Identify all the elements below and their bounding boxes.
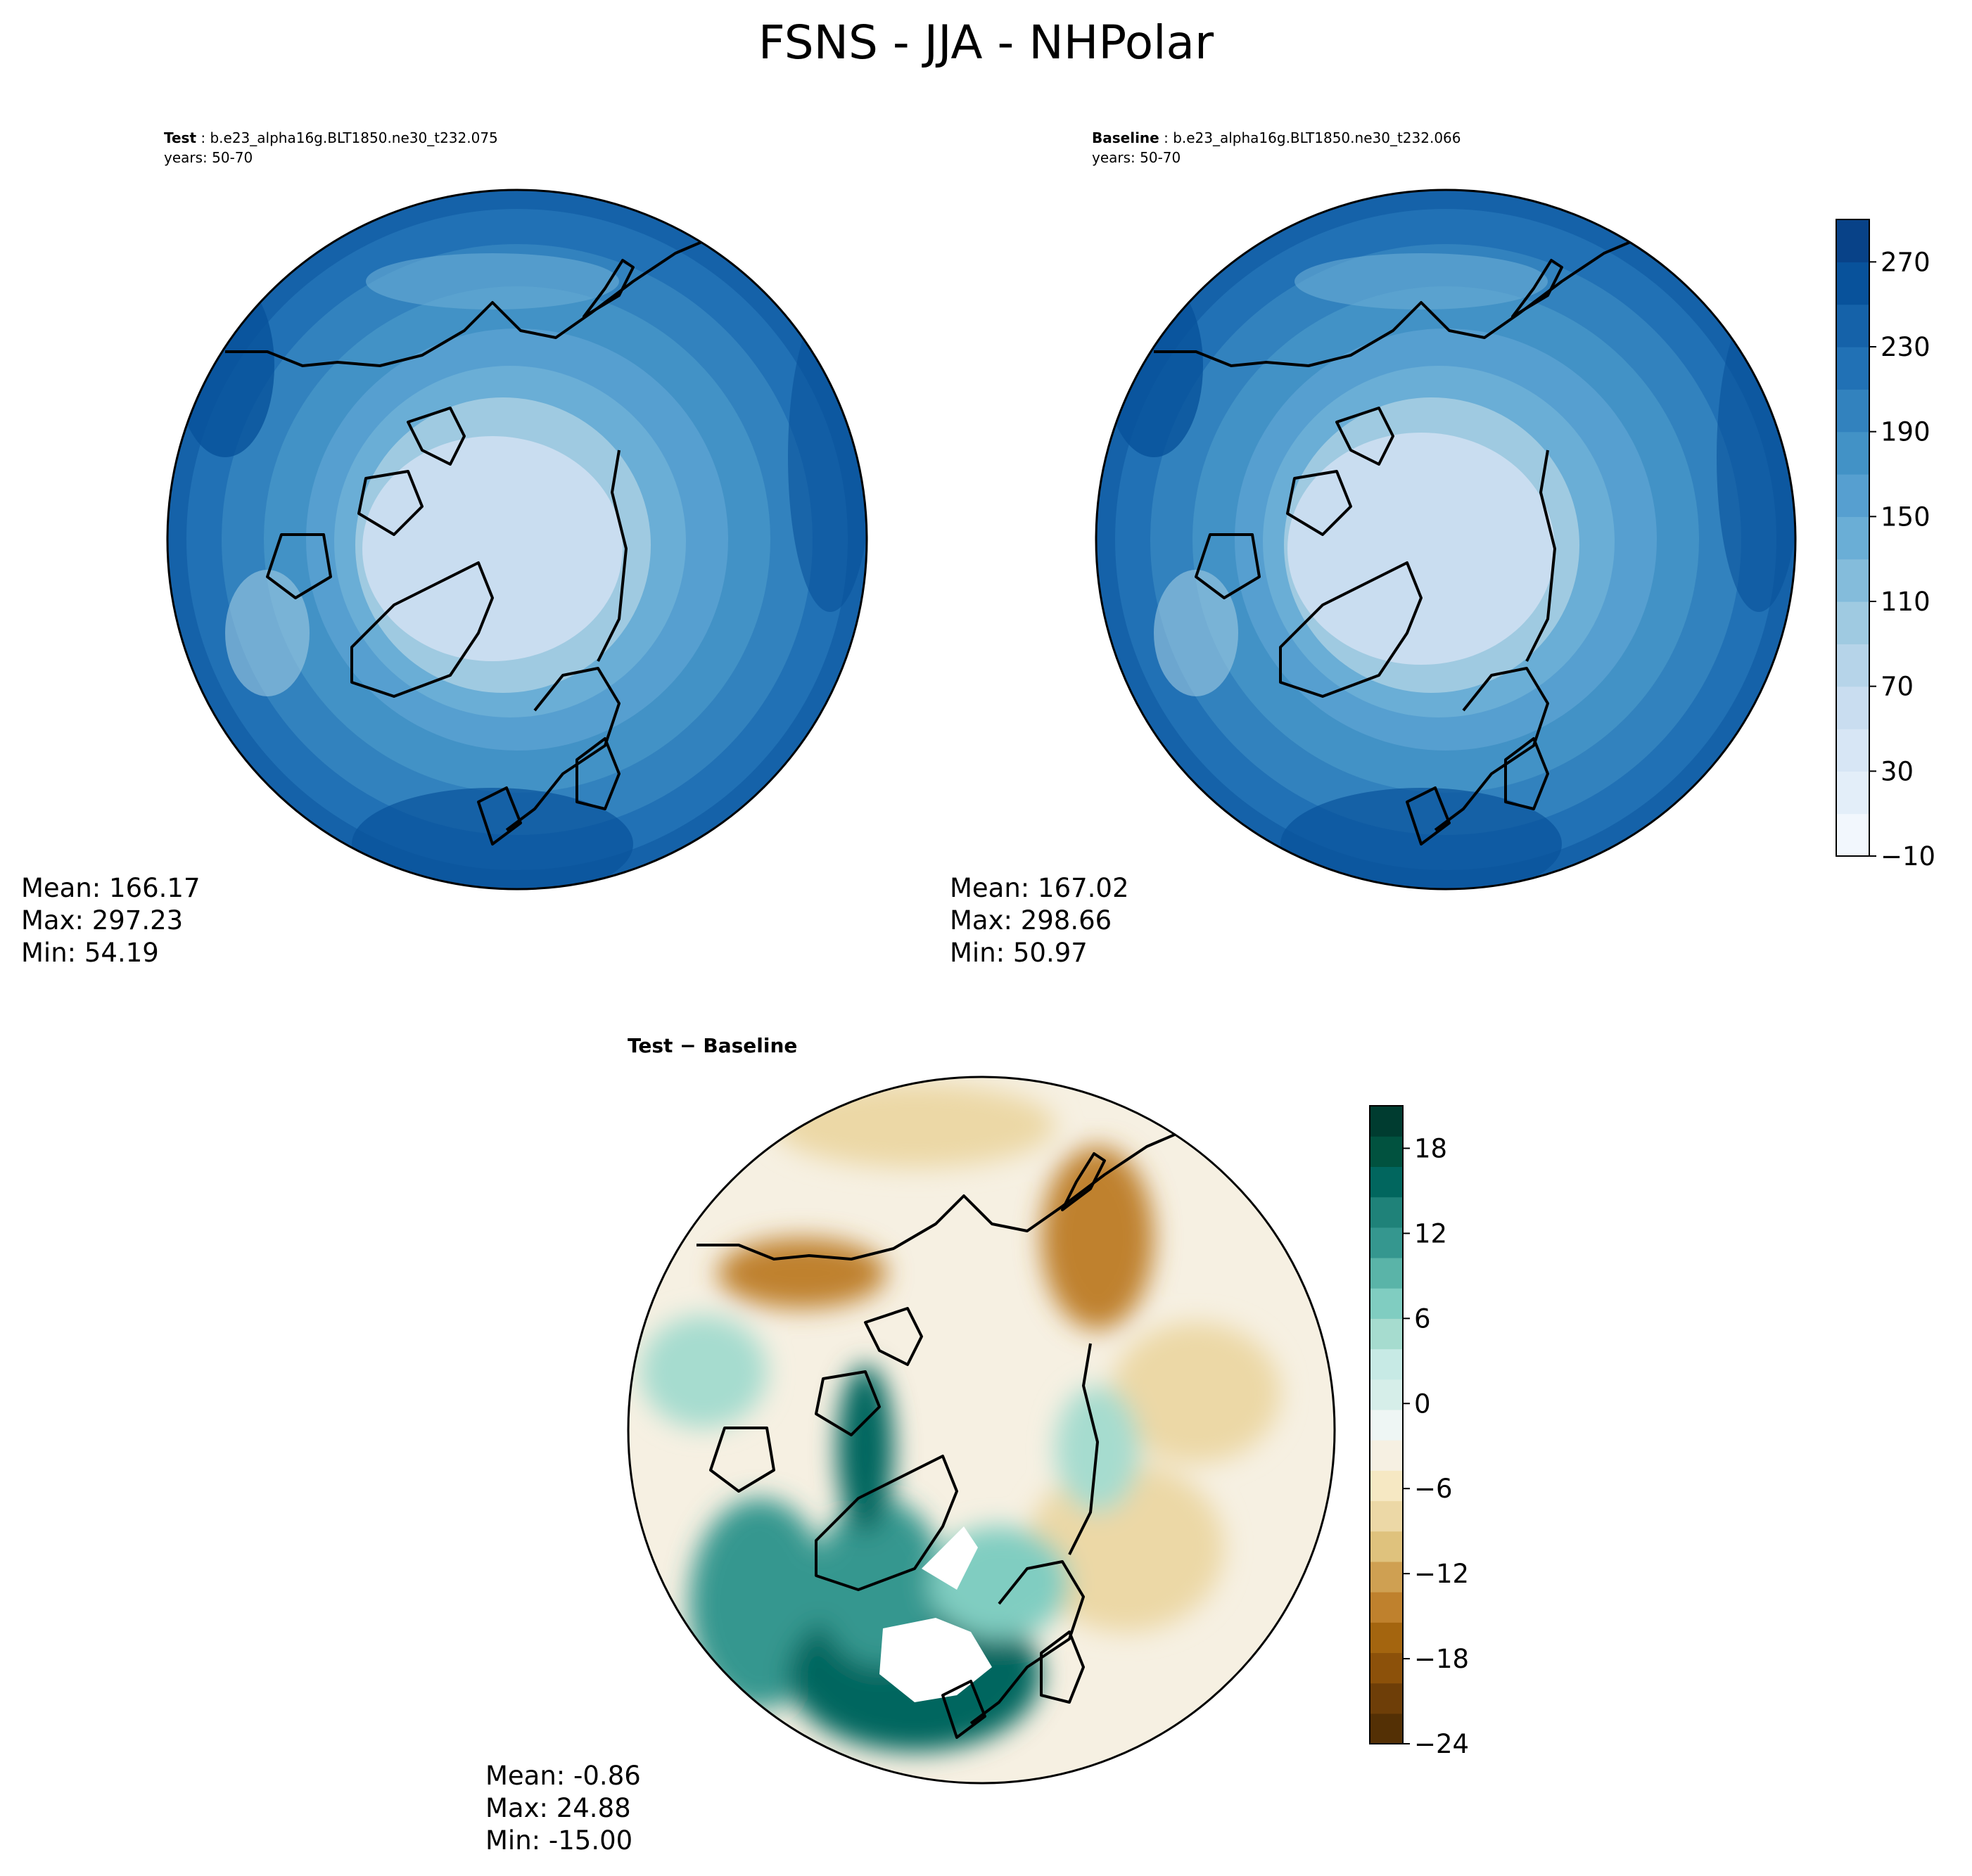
diff-colorbar-swatch xyxy=(1370,1166,1403,1198)
diff-map xyxy=(628,1077,1335,1783)
diff-colorbar-swatch xyxy=(1370,1409,1403,1441)
main-colorbar-tick-label: 30 xyxy=(1881,756,1914,786)
main-colorbar-tick-label: 150 xyxy=(1881,502,1930,532)
main-colorbar-tick-label: −10 xyxy=(1881,841,1935,872)
test-field xyxy=(167,190,867,889)
diff-colorbar-swatch xyxy=(1370,1257,1403,1289)
diff-colorbar-swatch xyxy=(1370,1713,1403,1744)
diff-colorbar-swatch xyxy=(1370,1288,1403,1319)
diff-coastlines xyxy=(696,1096,1233,1739)
baseline-max: Max: 298.66 xyxy=(950,905,1112,936)
diff-colorbar-swatch xyxy=(1370,1318,1403,1350)
diff-colorbar-swatch xyxy=(1370,1136,1403,1167)
diff-colorbar-swatch xyxy=(1370,1106,1403,1137)
main-colorbar-frame xyxy=(1836,219,1870,857)
diff-colorbar-swatch xyxy=(1370,1652,1403,1684)
baseline-map xyxy=(1096,190,1795,889)
main-colorbar-swatch xyxy=(1836,262,1869,305)
main-colorbar-tick-label: 110 xyxy=(1881,587,1930,617)
test-max: Max: 297.23 xyxy=(21,905,184,936)
diff-colorbar-tick-label: −12 xyxy=(1414,1559,1469,1589)
main-colorbar-tick-label: 230 xyxy=(1881,332,1930,362)
baseline-panel-title: Baseline : b.e23_alpha16g.BLT1850.ne30_t… xyxy=(1092,128,1461,167)
main-colorbar-swatch xyxy=(1836,516,1869,560)
main-colorbar-swatch xyxy=(1836,601,1869,644)
diff-mean: Mean: -0.86 xyxy=(485,1761,641,1791)
test-map-frame xyxy=(166,189,868,891)
diff-colorbar-swatch xyxy=(1370,1500,1403,1532)
baseline-map-frame xyxy=(1095,189,1797,891)
diff-colorbar-tick-label: 0 xyxy=(1414,1389,1431,1419)
diff-colorbar-swatch xyxy=(1370,1683,1403,1714)
main-colorbar-swatch xyxy=(1836,771,1869,815)
diff-colorbar-swatch xyxy=(1370,1379,1403,1410)
diff-colorbar-tick-label: 12 xyxy=(1414,1218,1447,1249)
diff-colorbar-frame xyxy=(1369,1105,1404,1744)
diff-colorbar-swatch xyxy=(1370,1561,1403,1593)
test-map xyxy=(167,190,867,889)
test-stats: Mean: 166.17 Max: 297.23 Min: 54.19 xyxy=(21,872,201,969)
main-colorbar-swatch xyxy=(1836,219,1869,262)
main-colorbar-swatch xyxy=(1836,389,1869,433)
main-colorbar: −10 30 70 110 150 190 230 270 xyxy=(1836,219,1935,872)
baseline-case-name: : b.e23_alpha16g.BLT1850.ne30_t232.066 xyxy=(1159,129,1461,146)
main-colorbar-swatch xyxy=(1836,431,1869,475)
baseline-years: years: 50-70 xyxy=(1092,149,1181,166)
diff-colorbar-tick-label: 18 xyxy=(1414,1133,1447,1163)
diff-colorbar-swatch xyxy=(1370,1440,1403,1471)
main-colorbar-swatch xyxy=(1836,686,1869,729)
main-colorbar-tick-label: 190 xyxy=(1881,417,1930,447)
diff-colorbar-swatch xyxy=(1370,1592,1403,1623)
test-label: Test xyxy=(164,129,197,146)
main-colorbar-tick-label: 70 xyxy=(1881,672,1914,702)
test-min: Min: 54.19 xyxy=(21,938,159,968)
test-case-name: : b.e23_alpha16g.BLT1850.ne30_t232.075 xyxy=(196,129,498,146)
main-colorbar-swatch xyxy=(1836,474,1869,517)
main-colorbar-swatch xyxy=(1836,559,1869,602)
diff-colorbar-tick-label: −6 xyxy=(1414,1474,1453,1504)
diff-field xyxy=(628,1077,1335,1783)
main-colorbar-swatch xyxy=(1836,729,1869,772)
baseline-stats: Mean: 167.02 Max: 298.66 Min: 50.97 xyxy=(950,872,1129,969)
baseline-min: Min: 50.97 xyxy=(950,938,1088,968)
main-colorbar-tick-label: 270 xyxy=(1881,247,1930,277)
main-colorbar-swatch xyxy=(1836,347,1869,390)
baseline-mean: Mean: 167.02 xyxy=(950,873,1129,903)
test-mean: Mean: 166.17 xyxy=(21,873,201,903)
diff-max: Max: 24.88 xyxy=(485,1793,631,1823)
diff-colorbar-swatch xyxy=(1370,1197,1403,1228)
test-years: years: 50-70 xyxy=(164,149,253,166)
main-colorbar-swatch xyxy=(1836,304,1869,347)
diff-min: Min: -15.00 xyxy=(485,1825,633,1856)
main-colorbar-swatch xyxy=(1836,644,1869,687)
diff-colorbar-swatch xyxy=(1370,1348,1403,1380)
baseline-field xyxy=(1096,190,1795,889)
diff-colorbar: −24 −18 −12 −6 0 6 12 18 xyxy=(1369,1105,1469,1759)
figure-title: FSNS - JJA - NHPolar xyxy=(758,15,1214,70)
diff-colorbar-tick-label: −24 xyxy=(1414,1729,1469,1759)
diff-colorbar-swatch xyxy=(1370,1531,1403,1562)
diff-colorbar-swatch xyxy=(1370,1622,1403,1654)
main-colorbar-swatch xyxy=(1836,813,1869,857)
diff-colorbar-swatch xyxy=(1370,1470,1403,1502)
test-panel-title: Test : b.e23_alpha16g.BLT1850.ne30_t232.… xyxy=(164,128,498,167)
diff-map-frame xyxy=(627,1076,1336,1785)
diff-colorbar-tick-label: 6 xyxy=(1414,1303,1431,1334)
diff-colorbar-swatch xyxy=(1370,1227,1403,1258)
diff-colorbar-tick-label: −18 xyxy=(1414,1644,1469,1674)
baseline-label: Baseline xyxy=(1092,129,1159,146)
diff-panel-title: Test − Baseline xyxy=(628,1034,798,1057)
diff-stats: Mean: -0.86 Max: 24.88 Min: -15.00 xyxy=(485,1760,641,1857)
